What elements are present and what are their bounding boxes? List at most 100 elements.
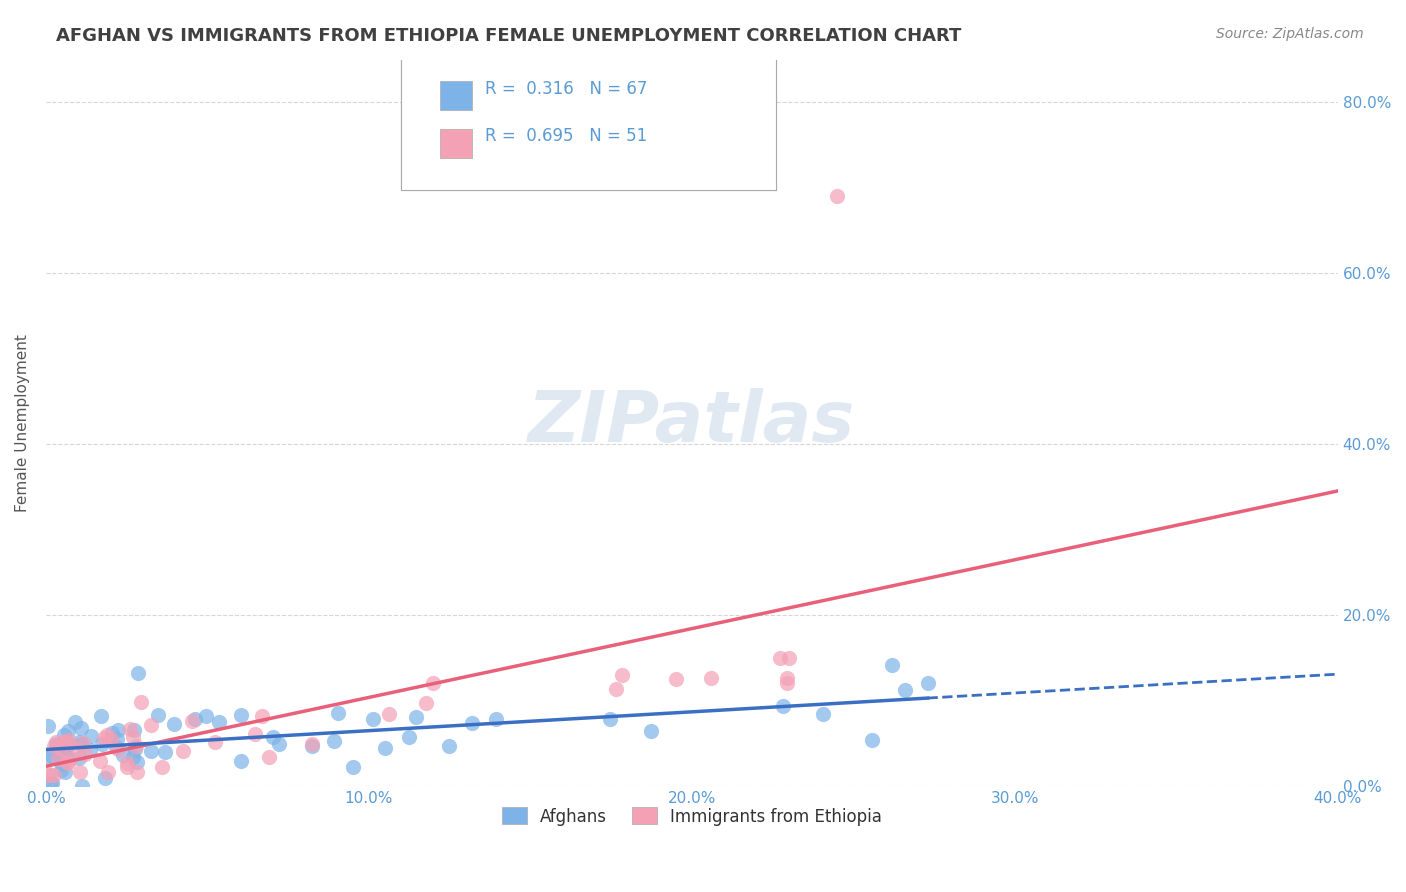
Point [58,756,80,771]
Point [640,724,662,739]
Point [229,708,252,723]
Point [124,723,146,737]
Point [59,752,82,766]
Point [776,676,799,690]
Point [374,741,396,756]
Point [195,709,218,723]
Point [115,756,138,770]
Point [461,716,484,731]
Point [48,750,70,764]
Point [72,736,94,750]
Y-axis label: Female Unemployment: Female Unemployment [15,334,30,512]
Point [180,714,202,728]
Point [67,735,90,749]
Text: R =  0.316   N = 67: R = 0.316 N = 67 [485,79,648,97]
Point [125,739,148,753]
Point [917,676,939,690]
Point [96,728,118,742]
Point [127,666,149,681]
Point [323,734,346,748]
Point [51,742,73,756]
FancyBboxPatch shape [401,56,776,190]
Point [42,739,65,753]
Point [37,719,59,733]
Point [776,671,799,685]
Point [422,675,444,690]
Point [301,739,323,753]
Point [94,771,117,785]
Point [405,709,427,723]
Point [377,707,399,722]
Point [55,765,77,780]
Point [105,732,128,747]
Point [56,732,79,747]
Point [204,735,226,749]
Point [485,712,508,726]
Point [79,743,101,757]
Point [141,744,163,758]
Legend: Afghans, Immigrants from Ethiopia: Afghans, Immigrants from Ethiopia [492,797,891,836]
Point [127,765,149,780]
Point [104,739,127,754]
Point [91,737,114,751]
Point [45,735,67,749]
Point [38,767,60,781]
Point [811,706,834,721]
Point [415,696,437,710]
Point [769,650,792,665]
Point [58,737,80,751]
Point [58,736,80,750]
Point [361,712,384,726]
Point [39,776,62,790]
Point [80,729,103,743]
Point [107,742,129,756]
Point [250,708,273,723]
Point [301,737,323,751]
Point [610,667,633,681]
Point [772,698,794,713]
Point [122,730,145,744]
Point [172,744,194,758]
Point [229,755,252,769]
Point [37,766,59,780]
FancyBboxPatch shape [440,128,472,158]
Point [56,723,79,738]
Point [69,751,91,765]
Point [342,760,364,774]
Text: Source: ZipAtlas.com: Source: ZipAtlas.com [1216,27,1364,41]
Point [101,726,124,740]
Point [267,737,290,751]
Text: ZIPatlas: ZIPatlas [529,388,855,458]
Point [665,672,688,686]
Point [894,682,917,697]
Point [860,732,883,747]
Point [437,739,460,753]
Point [52,735,75,749]
Point [69,765,91,780]
Point [70,722,93,736]
Point [107,723,129,737]
Point [89,754,111,768]
Point [97,764,120,779]
Point [162,717,184,731]
Point [599,712,621,726]
Point [115,759,138,773]
Point [129,695,152,709]
Point [700,671,723,685]
Point [75,747,97,761]
Point [150,760,173,774]
Point [55,755,77,769]
Point [63,715,86,730]
Point [49,764,72,778]
Point [55,745,77,759]
Point [118,723,141,737]
Point [146,707,169,722]
FancyBboxPatch shape [401,56,776,190]
Point [51,756,73,771]
Point [326,706,349,720]
Point [243,727,266,741]
Point [605,681,627,696]
Point [51,747,73,762]
Point [42,768,65,782]
Point [90,709,112,723]
